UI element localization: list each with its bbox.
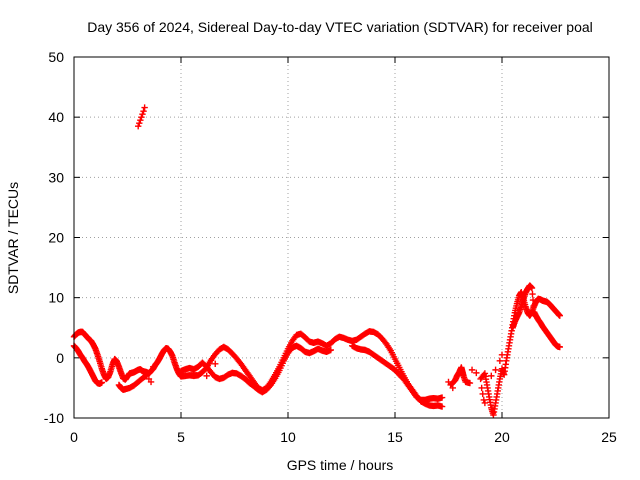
data-point <box>142 372 149 380</box>
data-point <box>141 104 148 111</box>
data-point <box>445 378 452 386</box>
data-point <box>481 399 489 407</box>
x-tick-label: 5 <box>177 429 185 445</box>
data-point <box>139 110 146 118</box>
plot-frame <box>73 56 610 419</box>
y-tick-label: 50 <box>48 49 64 65</box>
data-point <box>488 372 495 380</box>
chart-title: Day 356 of 2024, Sidereal Day-to-day VTE… <box>87 19 593 35</box>
axis-ticks: 0 5 10 15 20 25 -10 0 10 20 30 40 50 <box>44 49 617 445</box>
y-tick-label: 40 <box>48 109 64 125</box>
data-point <box>468 366 476 374</box>
data-point <box>556 343 563 351</box>
x-axis-label: GPS time / hours <box>287 457 394 473</box>
data-point <box>556 312 563 319</box>
data-point <box>496 357 504 365</box>
y-tick-label: 0 <box>56 350 64 366</box>
data-point <box>327 346 334 354</box>
data-point <box>212 360 219 368</box>
data-point <box>138 113 145 121</box>
data-point <box>135 122 142 130</box>
data-point <box>466 379 474 387</box>
y-tick-label: 30 <box>48 169 64 185</box>
data-point <box>149 363 157 371</box>
data-point <box>98 379 106 386</box>
data-point <box>140 107 147 115</box>
data-point <box>473 369 480 377</box>
data-point <box>479 390 486 398</box>
data-point <box>190 369 198 377</box>
data-point <box>143 372 150 379</box>
x-tick-label: 10 <box>280 429 296 445</box>
data-point <box>449 384 456 392</box>
data-point <box>136 119 143 127</box>
data-point <box>528 284 536 292</box>
data-point <box>530 302 537 310</box>
data-point <box>480 396 488 404</box>
data-point <box>529 290 536 298</box>
y-tick-label: 20 <box>48 230 64 246</box>
y-tick-label: 10 <box>48 290 64 306</box>
data-point <box>438 403 446 410</box>
data-point <box>498 351 506 359</box>
data-point <box>147 378 155 386</box>
data-point <box>137 116 144 124</box>
y-tick-label: -10 <box>44 410 64 426</box>
data-point <box>478 384 485 392</box>
data-point <box>438 394 446 401</box>
x-tick-label: 15 <box>387 429 403 445</box>
x-tick-label: 0 <box>70 429 78 445</box>
data-point <box>203 372 210 380</box>
x-tick-label: 20 <box>494 429 510 445</box>
data-point <box>529 296 537 304</box>
data-points <box>70 104 563 419</box>
x-tick-label: 25 <box>601 429 617 445</box>
y-axis-label: SDTVAR / TECUs <box>5 182 21 294</box>
data-point <box>492 366 499 374</box>
